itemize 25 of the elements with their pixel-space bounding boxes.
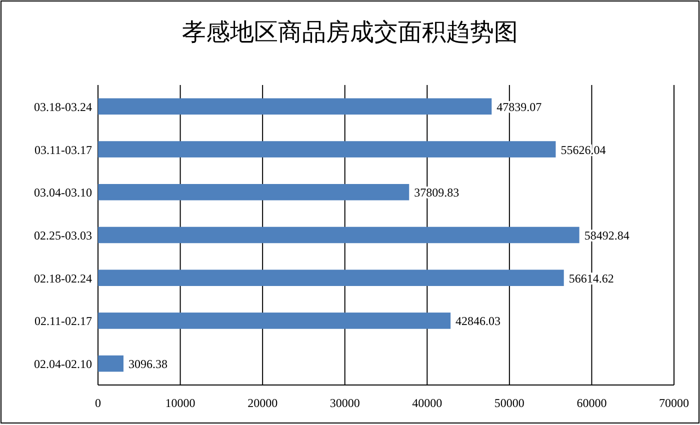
y-tick-label: 02.18-02.24 [34, 271, 92, 286]
y-tick-label: 03.04-03.10 [34, 186, 92, 200]
x-tick-label: 10000 [165, 396, 196, 410]
x-tick-label: 20000 [248, 396, 278, 410]
chart-title: 孝感地区商品房成交面积趋势图 [182, 19, 518, 46]
x-tick-label: 70000 [659, 396, 689, 410]
bar [98, 270, 564, 286]
y-tick-label: 03.18-03.24 [34, 100, 92, 114]
x-tick-label: 40000 [412, 396, 442, 410]
x-tick-label: 50000 [494, 396, 524, 410]
bar [98, 141, 556, 158]
y-tick-label: 03.11-03.17 [34, 142, 92, 157]
x-tick-label: 0 [95, 396, 101, 410]
y-tick-label: 02.11-02.17 [34, 314, 92, 328]
bar [98, 226, 580, 244]
bar [98, 184, 410, 200]
data-label: 42846.03 [456, 314, 501, 328]
bar [98, 355, 124, 372]
data-label: 3096.38 [128, 357, 168, 372]
x-tick-label: 30000 [330, 396, 360, 410]
x-tick-label: 60000 [576, 396, 607, 410]
bar [98, 98, 492, 115]
bar [98, 312, 451, 329]
y-tick-label: 02.25-03.03 [34, 228, 92, 242]
y-tick-label: 02.04-02.10 [34, 357, 92, 372]
